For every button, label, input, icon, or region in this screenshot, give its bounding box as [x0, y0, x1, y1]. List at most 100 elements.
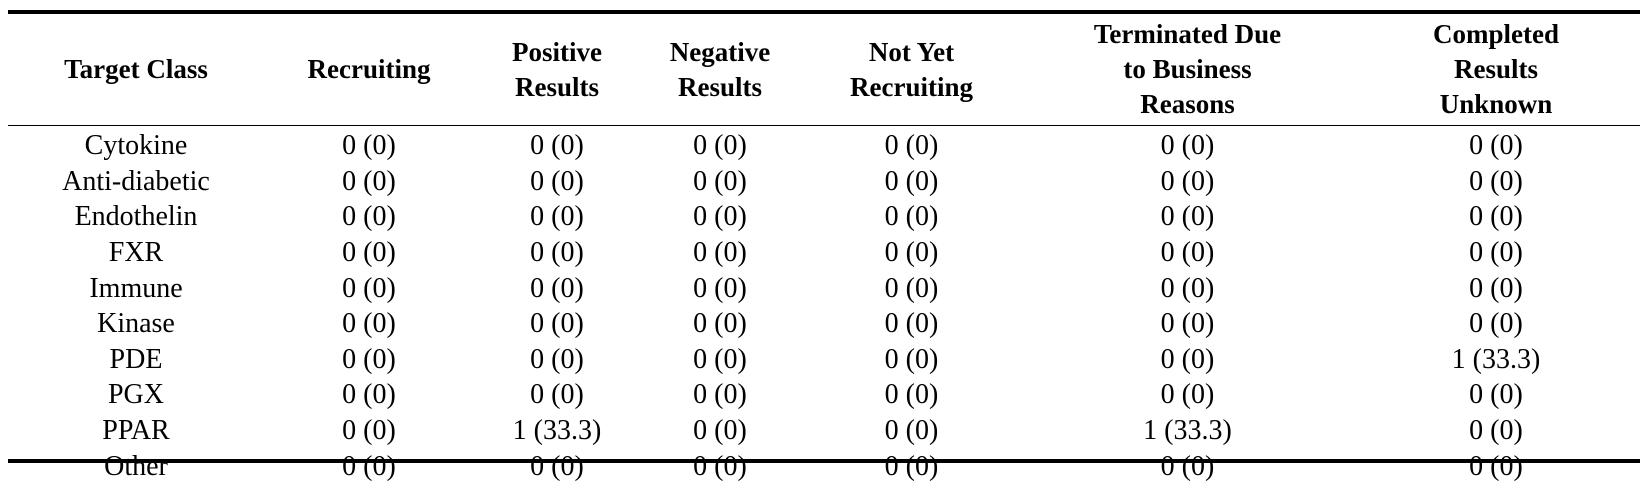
- cell-recruiting: 0 (0): [342, 415, 396, 447]
- header-line: Reasons: [1140, 89, 1235, 119]
- cell-terminated-business: 0 (0): [1160, 379, 1215, 411]
- cell-completed-unknown: 0 (0): [1469, 130, 1523, 162]
- cell-negative-results: 0 (0): [693, 415, 747, 447]
- header-line: Recruiting: [307, 54, 431, 84]
- cell-not-yet-recruiting: 0 (0): [884, 343, 939, 375]
- header-line: Negative: [669, 36, 771, 67]
- cell-negative-results: 0 (0): [693, 308, 747, 340]
- cell-positive-results: 0 (0): [530, 201, 584, 233]
- cell-negative-results: 0 (0): [693, 165, 747, 197]
- cell-positive-results: 0 (0): [530, 272, 584, 304]
- cell-completed-unknown: 0 (0): [1469, 415, 1523, 447]
- table-row-immune: Immune 0 (0) 0 (0) 0 (0) 0 (0) 0 (0) 0 (…: [8, 270, 1640, 306]
- header-line: Terminated Due: [1093, 19, 1282, 49]
- header-line: Results: [514, 71, 599, 102]
- table-row-pgx: PGX 0 (0) 0 (0) 0 (0) 0 (0) 0 (0) 0 (0): [8, 377, 1640, 413]
- cell-completed-unknown: 0 (0): [1469, 201, 1523, 233]
- cell-negative-results: 0 (0): [693, 272, 747, 304]
- cell-recruiting: 0 (0): [342, 272, 396, 304]
- cell-completed-unknown: 0 (0): [1469, 165, 1523, 197]
- cell-target-class: Anti-diabetic: [62, 165, 210, 197]
- column-header-completed-unknown: Completed Results Unknown: [1352, 12, 1640, 126]
- cell-recruiting: 0 (0): [342, 165, 396, 197]
- cell-positive-results: 0 (0): [530, 130, 584, 162]
- cell-completed-unknown: 0 (0): [1469, 379, 1523, 411]
- cell-terminated-business: 0 (0): [1160, 165, 1215, 197]
- cell-negative-results: 0 (0): [693, 450, 747, 482]
- table-row-anti-diabetic: Anti-diabetic 0 (0) 0 (0) 0 (0) 0 (0) 0 …: [8, 164, 1640, 200]
- cell-negative-results: 0 (0): [693, 379, 747, 411]
- trial-status-table-container: Target Class Recruiting Positive Results…: [8, 10, 1640, 484]
- cell-negative-results: 0 (0): [693, 130, 747, 162]
- cell-target-class: PDE: [109, 343, 163, 375]
- cell-terminated-business: 0 (0): [1160, 272, 1215, 304]
- cell-positive-results: 0 (0): [530, 343, 584, 375]
- cell-terminated-business: 1 (33.3): [1143, 415, 1232, 447]
- cell-negative-results: 0 (0): [693, 343, 747, 375]
- cell-recruiting: 0 (0): [342, 343, 396, 375]
- column-header-target-class: Target Class: [8, 12, 264, 126]
- cell-target-class: FXR: [108, 237, 164, 269]
- cell-negative-results: 0 (0): [693, 201, 747, 233]
- table-row-other: Other 0 (0) 0 (0) 0 (0) 0 (0) 0 (0) 0 (0…: [8, 448, 1640, 484]
- table-row-kinase: Kinase 0 (0) 0 (0) 0 (0) 0 (0) 0 (0) 0 (…: [8, 306, 1640, 342]
- cell-target-class: Cytokine: [84, 130, 188, 162]
- table-header-row: Target Class Recruiting Positive Results…: [8, 12, 1640, 126]
- cell-positive-results: 0 (0): [530, 165, 584, 197]
- header-line: Positive: [512, 36, 602, 67]
- header-line: to Business: [1123, 54, 1252, 84]
- cell-completed-unknown: 0 (0): [1469, 272, 1523, 304]
- cell-completed-unknown: 0 (0): [1469, 308, 1523, 340]
- cell-recruiting: 0 (0): [342, 308, 396, 340]
- header-line: Recruiting: [850, 71, 973, 102]
- table-row-cytokine: Cytokine 0 (0) 0 (0) 0 (0) 0 (0) 0 (0) 0…: [8, 126, 1640, 164]
- cell-target-class: Endothelin: [74, 201, 198, 233]
- cell-positive-results: 0 (0): [530, 379, 584, 411]
- cell-target-class: PGX: [107, 379, 164, 411]
- cell-recruiting: 0 (0): [342, 130, 396, 162]
- cell-not-yet-recruiting: 0 (0): [884, 379, 939, 411]
- cell-terminated-business: 0 (0): [1160, 343, 1215, 375]
- table-row-endothelin: Endothelin 0 (0) 0 (0) 0 (0) 0 (0) 0 (0)…: [8, 199, 1640, 235]
- cell-positive-results: 0 (0): [530, 308, 584, 340]
- cell-completed-unknown: 0 (0): [1469, 237, 1523, 269]
- header-line: Results: [1453, 54, 1538, 84]
- cell-not-yet-recruiting: 0 (0): [884, 165, 939, 197]
- cell-negative-results: 0 (0): [693, 237, 747, 269]
- cell-not-yet-recruiting: 0 (0): [884, 308, 939, 340]
- cell-not-yet-recruiting: 0 (0): [884, 130, 939, 162]
- cell-positive-results: 0 (0): [530, 450, 584, 482]
- table-row-ppar: PPAR 0 (0) 1 (33.3) 0 (0) 0 (0) 1 (33.3)…: [8, 413, 1640, 449]
- cell-recruiting: 0 (0): [342, 379, 396, 411]
- cell-terminated-business: 0 (0): [1160, 450, 1215, 482]
- table-row-pde: PDE 0 (0) 0 (0) 0 (0) 0 (0) 0 (0) 1 (33.…: [8, 342, 1640, 378]
- header-line: Target Class: [64, 54, 208, 84]
- cell-target-class: PPAR: [102, 415, 170, 447]
- cell-recruiting: 0 (0): [342, 201, 396, 233]
- cell-not-yet-recruiting: 0 (0): [884, 450, 939, 482]
- cell-target-class: Kinase: [97, 308, 175, 340]
- trial-status-table: Target Class Recruiting Positive Results…: [8, 10, 1640, 484]
- cell-terminated-business: 0 (0): [1160, 237, 1215, 269]
- cell-not-yet-recruiting: 0 (0): [884, 272, 939, 304]
- column-header-terminated-business: Terminated Due to Business Reasons: [1023, 12, 1352, 126]
- cell-recruiting: 0 (0): [342, 450, 396, 482]
- header-line: Results: [677, 71, 762, 102]
- table-bottom-rule: [8, 459, 1640, 463]
- header-line: Unknown: [1439, 89, 1553, 119]
- column-header-negative-results: Negative Results: [640, 12, 800, 126]
- cell-completed-unknown: 1 (33.3): [1451, 343, 1541, 375]
- header-line: Not Yet: [868, 36, 955, 67]
- cell-not-yet-recruiting: 0 (0): [884, 237, 939, 269]
- table-row-fxr: FXR 0 (0) 0 (0) 0 (0) 0 (0) 0 (0) 0 (0): [8, 235, 1640, 271]
- cell-not-yet-recruiting: 0 (0): [884, 415, 939, 447]
- cell-completed-unknown: 0 (0): [1469, 450, 1523, 482]
- column-header-not-yet-recruiting: Not Yet Recruiting: [800, 12, 1023, 126]
- cell-recruiting: 0 (0): [342, 237, 396, 269]
- cell-positive-results: 1 (33.3): [512, 415, 602, 447]
- cell-terminated-business: 0 (0): [1160, 308, 1215, 340]
- column-header-positive-results: Positive Results: [474, 12, 640, 126]
- cell-terminated-business: 0 (0): [1160, 201, 1215, 233]
- cell-target-class: Other: [104, 450, 168, 482]
- column-header-recruiting: Recruiting: [264, 12, 474, 126]
